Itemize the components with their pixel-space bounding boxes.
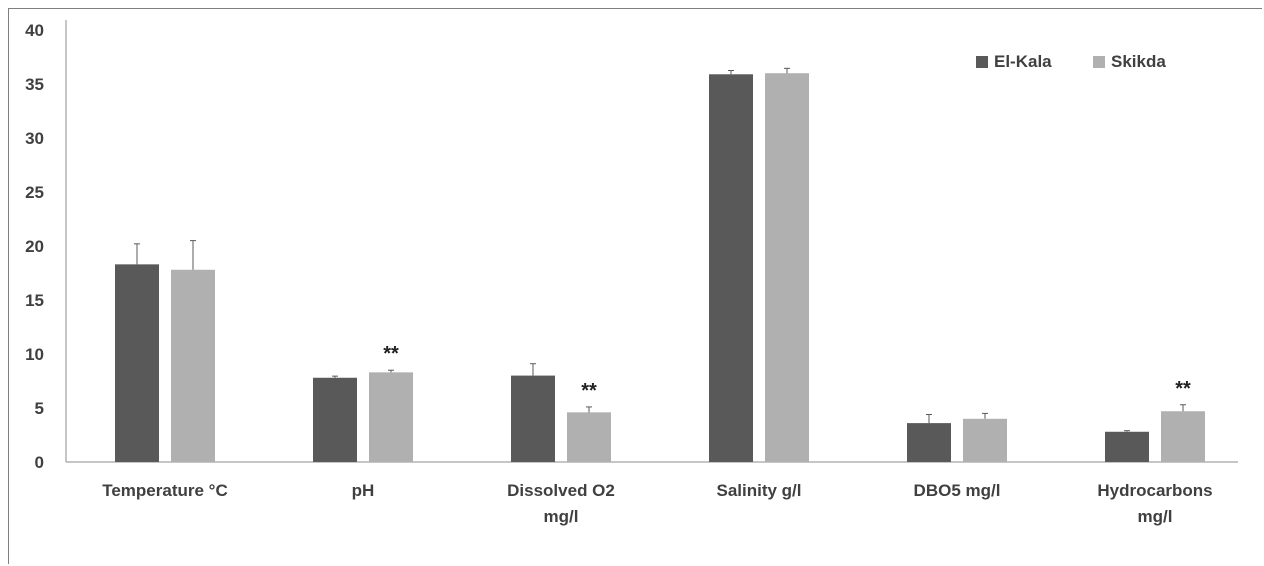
bar-skikda <box>171 269 215 462</box>
y-tick-label: 15 <box>25 291 44 310</box>
y-tick-label: 35 <box>25 75 44 94</box>
x-category-label: Salinity g/l <box>716 481 801 500</box>
significance-marker: ** <box>383 343 399 365</box>
category-labels: Temperature °C pH Dissolved O2 mg/l Salinity… <box>102 481 1212 526</box>
bars <box>115 73 1205 462</box>
legend-swatch-el-kala <box>976 56 988 68</box>
bar-skikda <box>765 73 809 462</box>
bar-el-kala <box>709 74 753 462</box>
x-category-label: Temperature °C <box>102 481 228 500</box>
y-tick-label: 20 <box>25 237 44 256</box>
y-tick-label: 10 <box>25 345 44 364</box>
bar-el-kala <box>313 377 357 462</box>
legend-label-skikda: Skikda <box>1111 52 1166 71</box>
legend: El-Kala Skikda <box>976 52 1166 71</box>
legend-label-el-kala: El-Kala <box>994 52 1052 71</box>
y-tick-label: 5 <box>35 399 44 418</box>
x-category-label: Dissolved O2 mg/l <box>507 481 615 526</box>
bar-el-kala <box>1105 431 1149 462</box>
bar-skikda <box>567 412 611 462</box>
bar-el-kala <box>115 264 159 462</box>
error-bars <box>134 67 1186 432</box>
bar-skikda <box>1161 411 1205 462</box>
y-axis-ticks: 0 5 10 15 20 25 30 35 40 <box>25 21 44 472</box>
bar-skikda <box>963 418 1007 462</box>
axes <box>65 20 1238 463</box>
x-category-label: DBO5 mg/l <box>914 481 1001 500</box>
y-tick-label: 30 <box>25 129 44 148</box>
y-tick-label: 25 <box>25 183 44 202</box>
x-category-label: Hydrocarbons mg/l <box>1097 481 1212 526</box>
bar-skikda <box>369 372 413 462</box>
significance-annotations: ** ** ** <box>383 343 1191 402</box>
significance-marker: ** <box>1175 378 1191 400</box>
significance-marker: ** <box>581 380 597 402</box>
legend-swatch-skikda <box>1093 56 1105 68</box>
y-tick-label: 40 <box>25 21 44 40</box>
x-category-label: pH <box>352 481 375 500</box>
chart-frame <box>8 8 1262 564</box>
bar-el-kala <box>511 375 555 462</box>
y-tick-label: 0 <box>35 453 44 472</box>
bar-el-kala <box>907 423 951 462</box>
